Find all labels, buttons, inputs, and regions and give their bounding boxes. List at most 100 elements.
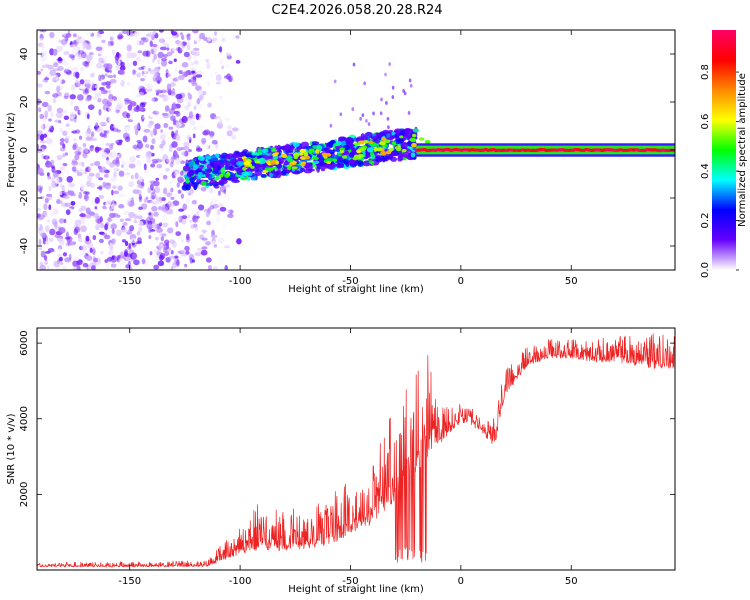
spectrogram-cell xyxy=(157,262,164,266)
spectrogram-cell xyxy=(78,135,83,140)
spectrogram-cell xyxy=(329,123,333,128)
spectrogram-cell xyxy=(111,238,116,245)
spectrogram-cell xyxy=(109,212,116,218)
spectrogram-cell xyxy=(193,105,197,111)
spectrogram-cell xyxy=(197,204,205,211)
spectrogram-cell xyxy=(98,74,101,82)
spectrogram-cell xyxy=(109,78,117,84)
spectrogram-cell xyxy=(366,147,374,153)
spectrogram-cell xyxy=(72,33,77,38)
spectrogram-cell xyxy=(181,115,188,124)
spectrogram-cell xyxy=(65,32,72,38)
spectrogram-cell xyxy=(174,214,181,222)
spectrogram-cell xyxy=(154,169,158,173)
spectrogram-cell xyxy=(67,142,72,148)
spectrogram-cell xyxy=(292,142,300,148)
spectrogram-cell xyxy=(157,157,163,162)
spectrogram-cell xyxy=(112,165,119,172)
spectrogram-cell xyxy=(196,70,203,75)
spectrogram-cell xyxy=(41,101,49,108)
spectrogram-cell xyxy=(47,64,54,70)
spectrogram-cell xyxy=(39,140,47,144)
spectrogram-cell xyxy=(138,226,143,232)
spectrogram-cell xyxy=(351,107,355,112)
spectrogram-cell xyxy=(202,130,209,136)
spectrogram-cell xyxy=(361,113,365,118)
spectrogram-cell xyxy=(111,49,116,55)
spectrogram-cell xyxy=(204,168,213,172)
spectrogram-cell xyxy=(146,223,153,230)
spectrogram-cell xyxy=(174,157,182,165)
spectrogram-cell xyxy=(79,218,86,225)
spectrogram-cell xyxy=(56,248,64,255)
spectrogram-cell xyxy=(207,38,211,43)
spectrogram-cell xyxy=(207,80,210,87)
spectrogram-cell xyxy=(193,223,198,228)
spectrogram-cell xyxy=(74,219,82,227)
spectrogram-cell xyxy=(206,37,212,41)
spectrogram-cell xyxy=(363,140,369,144)
spectrogram-cell xyxy=(75,71,80,79)
spectrogram-cell xyxy=(42,210,48,218)
spectrogram-cell xyxy=(201,246,208,250)
spectrogram-cell xyxy=(110,31,115,38)
spectrogram-cell xyxy=(44,122,52,129)
spectrogram-cell xyxy=(98,177,104,181)
spectrogram-cell xyxy=(326,160,332,165)
spectrogram-x-label: Height of straight line (km) xyxy=(288,284,424,295)
y-tick-label: 20 xyxy=(19,96,30,109)
x-tick-label: -150 xyxy=(118,276,141,287)
spectrogram-cell xyxy=(192,75,197,81)
spectrogram-cell xyxy=(127,200,135,207)
spectrogram-cell xyxy=(62,130,68,136)
spectrogram-cell xyxy=(194,251,202,257)
spectrogram-cell xyxy=(106,84,111,89)
spectrogram-cell xyxy=(89,124,93,131)
spectrogram-cell xyxy=(118,170,125,177)
spectrogram-cell xyxy=(250,165,255,169)
spectrogram-cell xyxy=(141,203,148,210)
spectrogram-cell xyxy=(210,234,218,239)
y-tick-label: 0 xyxy=(19,147,30,153)
colorbar-tick-label: 0.2 xyxy=(700,213,711,229)
spectrogram-cell xyxy=(156,227,163,233)
spectrogram-cell xyxy=(188,219,195,223)
spectrogram-cell xyxy=(84,187,92,191)
spectrogram-cell xyxy=(44,77,50,81)
y-tick-label: 6000 xyxy=(19,330,30,355)
spectrogram-cell xyxy=(380,97,383,102)
spectrogram-cell xyxy=(210,155,217,159)
spectrogram-cell xyxy=(407,111,411,115)
spectrogram-cell xyxy=(218,260,223,267)
spectrogram-cell xyxy=(89,73,95,78)
spectrogram-cell xyxy=(227,213,234,218)
spectrogram-cell xyxy=(58,256,63,262)
spectrogram-cell xyxy=(117,185,123,191)
spectrogram-cell xyxy=(133,106,141,113)
spectrogram-cell xyxy=(141,115,146,119)
spectrogram-cell xyxy=(160,140,167,147)
spectrogram-cell xyxy=(86,142,92,148)
spectrogram-cell xyxy=(205,211,210,218)
spectrogram-cell xyxy=(72,144,77,151)
spectrogram-cell xyxy=(168,203,175,208)
spectrogram-cell xyxy=(55,45,63,53)
spectrogram-cell xyxy=(75,146,83,151)
spectrogram-cell xyxy=(112,185,117,189)
spectrogram-cell xyxy=(159,222,163,227)
snr-y-ticks: 2000 4000 6000 xyxy=(19,330,675,507)
spectrogram-cell xyxy=(386,116,390,121)
spectrogram-cell xyxy=(154,72,161,78)
spectrogram-cell xyxy=(193,126,197,131)
spectrogram-cell xyxy=(128,211,135,219)
spectrogram-cell xyxy=(197,156,206,161)
spectrogram-cell xyxy=(108,249,114,256)
spectrogram-y-label: Frequency (Hz) xyxy=(6,112,17,188)
spectrogram-cell xyxy=(58,77,62,85)
spectrogram-cell xyxy=(53,145,60,151)
spectrogram-cell xyxy=(151,152,155,157)
spectrogram-cell xyxy=(124,240,129,247)
spectrogram-cell xyxy=(140,181,145,186)
spectrogram-cell xyxy=(59,141,65,146)
spectrogram-cell xyxy=(197,171,203,179)
